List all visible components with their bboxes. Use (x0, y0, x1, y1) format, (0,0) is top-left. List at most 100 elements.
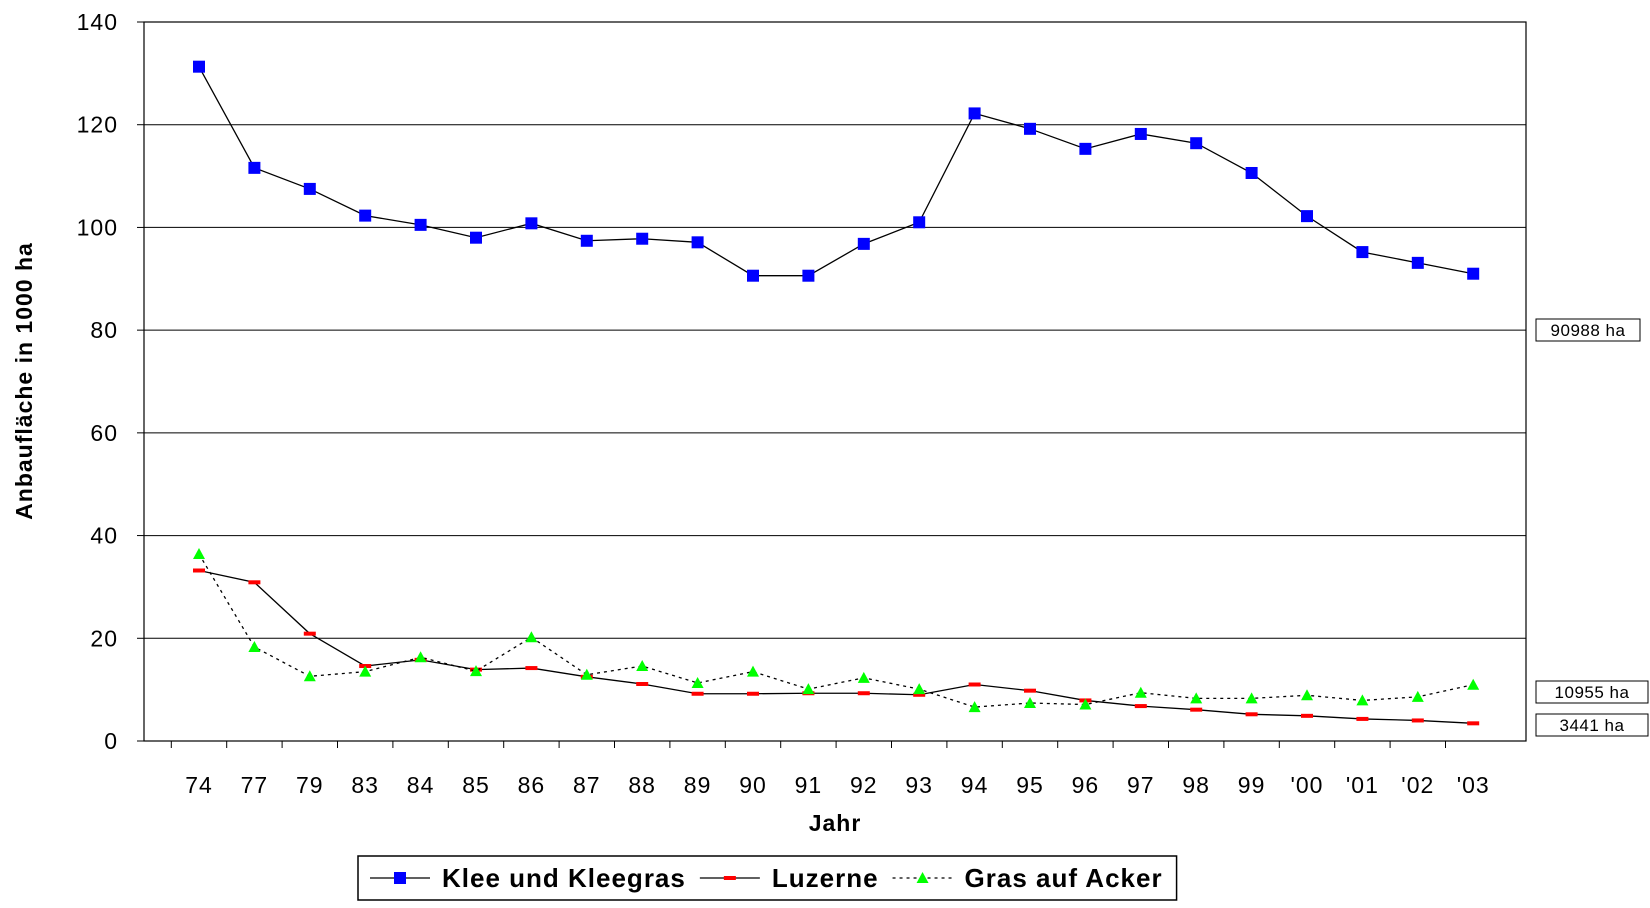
y-tick-label: 140 (77, 9, 118, 35)
marker (691, 236, 704, 249)
series-line (198, 553, 1474, 708)
y-tick-label: 100 (77, 214, 118, 240)
y-axis-title: Anbaufläche in 1000 ha (11, 242, 37, 520)
y-tick-label: 0 (104, 728, 118, 754)
marker (747, 665, 759, 677)
marker (636, 660, 649, 672)
x-tick-label: 90 (739, 772, 767, 798)
marker (303, 670, 316, 682)
annotation-box (1535, 713, 1649, 737)
marker (913, 692, 926, 697)
marker (913, 683, 926, 695)
marker (1190, 137, 1203, 150)
y-tick-label: 120 (77, 112, 118, 138)
x-tick-label: 87 (573, 772, 601, 798)
x-tick-label: 79 (296, 772, 324, 798)
y-tick-label: 20 (90, 625, 118, 651)
marker (1411, 718, 1424, 723)
marker (1411, 690, 1424, 702)
marker (414, 218, 427, 231)
marker (1134, 704, 1147, 709)
marker (747, 269, 759, 282)
x-tick-label: '01 (1346, 772, 1379, 798)
marker (1467, 678, 1480, 690)
series-line (198, 569, 1474, 724)
marker (525, 217, 538, 230)
x-tick-label: 74 (185, 772, 213, 798)
marker (1190, 692, 1203, 704)
marker (1079, 142, 1092, 155)
legend-box (357, 855, 1178, 901)
x-tick-label: 94 (961, 772, 989, 798)
marker (1301, 210, 1313, 223)
marker (470, 231, 482, 244)
marker (1079, 698, 1092, 710)
marker (1024, 688, 1036, 693)
marker (1411, 256, 1424, 269)
marker (1356, 694, 1369, 706)
marker (1467, 267, 1480, 280)
x-tick-label: '03 (1457, 772, 1490, 798)
x-tick-label: 83 (351, 772, 379, 798)
marker (248, 641, 261, 653)
marker (723, 876, 736, 880)
x-tick-label: 98 (1182, 772, 1210, 798)
marker (802, 683, 815, 695)
marker (470, 665, 482, 677)
marker (193, 60, 205, 73)
marker (968, 701, 981, 713)
marker (525, 666, 538, 671)
x-tick-label: 88 (628, 772, 656, 798)
marker (580, 668, 593, 680)
x-tick-label: 92 (850, 772, 878, 798)
x-tick-label: 91 (795, 772, 823, 798)
marker (857, 237, 870, 250)
marker (913, 216, 926, 229)
marker (968, 682, 981, 687)
legend-label: Luzerne (772, 863, 879, 893)
marker (414, 651, 427, 663)
series-line (198, 66, 1474, 277)
y-tick-label: 60 (90, 420, 118, 446)
marker (747, 691, 759, 696)
x-tick-label: 84 (407, 772, 435, 798)
marker (394, 872, 406, 884)
marker (1356, 716, 1369, 721)
marker (248, 580, 261, 585)
x-tick-label: 95 (1016, 772, 1044, 798)
x-tick-label: 97 (1127, 772, 1155, 798)
marker (857, 691, 870, 696)
plot-border (143, 21, 1527, 742)
marker (303, 631, 316, 636)
marker (1245, 692, 1258, 704)
x-tick-label: 85 (462, 772, 490, 798)
marker (968, 107, 981, 120)
marker (359, 665, 372, 677)
annotation-box (1535, 680, 1649, 704)
marker (248, 161, 261, 174)
marker (525, 631, 538, 643)
marker (691, 676, 704, 688)
annotation: 10955 ha (1555, 683, 1630, 702)
marker (580, 234, 593, 247)
marker (193, 568, 205, 573)
y-tick-label: 40 (90, 523, 118, 549)
marker (1356, 246, 1369, 259)
y-tick-label: 80 (90, 317, 118, 343)
x-tick-label: 99 (1238, 772, 1266, 798)
annotation: 3441 ha (1560, 716, 1625, 735)
x-tick-label: 86 (518, 772, 546, 798)
x-tick-label: 77 (241, 772, 269, 798)
marker (1245, 166, 1258, 179)
marker (359, 209, 372, 222)
x-tick-label: 89 (684, 772, 712, 798)
marker (916, 872, 929, 883)
marker (1467, 721, 1480, 726)
marker (691, 691, 704, 696)
marker (303, 182, 316, 195)
x-tick-label: '00 (1291, 772, 1324, 798)
marker (636, 232, 649, 245)
legend: Klee und Kleegras Luzerne Gras auf Acker (357, 855, 1178, 901)
x-tick-label: '02 (1401, 772, 1434, 798)
